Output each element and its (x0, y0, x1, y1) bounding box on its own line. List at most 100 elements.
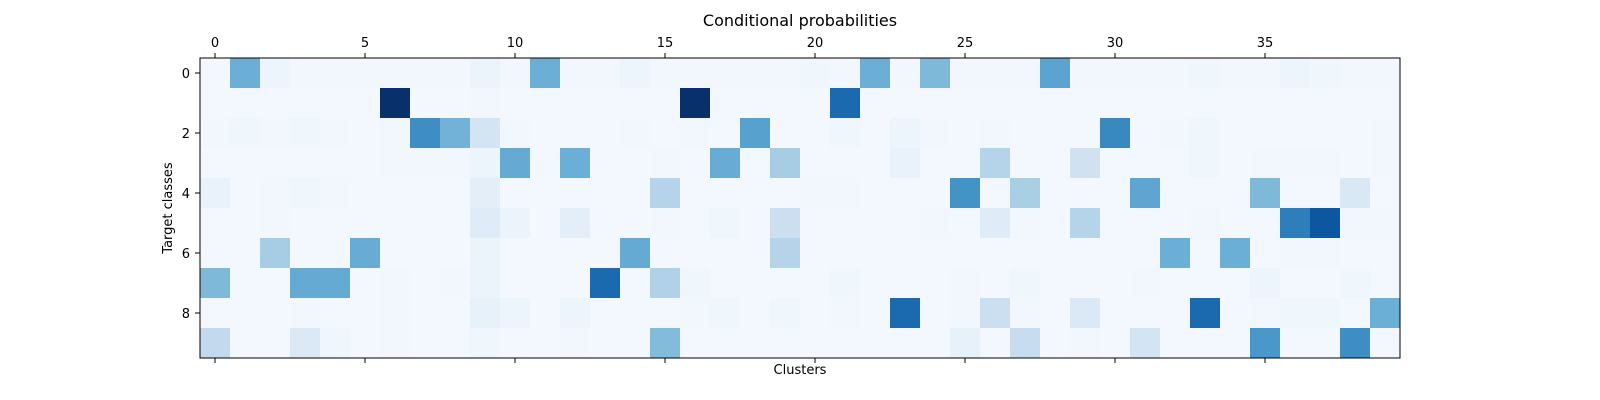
heatmap-cell (530, 148, 561, 179)
x-tick-label: 10 (507, 36, 524, 51)
heatmap-cell (620, 268, 651, 299)
heatmap-cell (470, 268, 501, 299)
heatmap-cell (350, 148, 381, 179)
heatmap-cell (320, 208, 351, 239)
heatmap-cell (590, 238, 621, 269)
heatmap-cell (350, 268, 381, 299)
heatmap-cell (1220, 238, 1251, 269)
heatmap-cell (890, 148, 921, 179)
heatmap-cell (260, 268, 291, 299)
heatmap-cell (1160, 118, 1191, 149)
heatmap-cell (230, 238, 261, 269)
heatmap-cell (830, 148, 861, 179)
heatmap-cell (680, 178, 711, 209)
heatmap-cell (800, 268, 831, 299)
heatmap-cell (710, 178, 741, 209)
heatmap-cell (650, 148, 681, 179)
heatmap-cell (770, 208, 801, 239)
heatmap-cell (1160, 58, 1191, 89)
heatmap-cell (1370, 208, 1401, 239)
heatmap-cell (440, 178, 471, 209)
heatmap-cell (1310, 328, 1341, 359)
heatmap-cell (1160, 328, 1191, 359)
heatmap-cell (710, 208, 741, 239)
heatmap-cell (680, 238, 711, 269)
heatmap-cell (920, 118, 951, 149)
heatmap-cell (1070, 208, 1101, 239)
heatmap-cell (290, 88, 321, 119)
heatmap-cell (680, 298, 711, 329)
heatmap-cell (1370, 58, 1401, 89)
heatmap-cell (1220, 58, 1251, 89)
heatmap-cell (320, 58, 351, 89)
heatmap-cell (380, 118, 411, 149)
heatmap-cell (1010, 208, 1041, 239)
heatmap-cell (1130, 178, 1161, 209)
heatmap-cell (410, 298, 441, 329)
heatmap-cell (290, 58, 321, 89)
heatmap-cell (1010, 148, 1041, 179)
heatmap-cell (1160, 238, 1191, 269)
heatmap-cell (920, 88, 951, 119)
heatmap-cell (1370, 238, 1401, 269)
heatmap-cell (740, 178, 771, 209)
heatmap-cell (1340, 88, 1371, 119)
heatmap-cell (440, 148, 471, 179)
heatmap-cell (380, 208, 411, 239)
heatmap-cell (1010, 88, 1041, 119)
heatmap-cell (1070, 238, 1101, 269)
heatmap-cell (980, 298, 1011, 329)
heatmap-cell (740, 58, 771, 89)
heatmap-cell (350, 118, 381, 149)
heatmap-cell (1310, 148, 1341, 179)
heatmap-cell (1190, 268, 1221, 299)
heatmap-cell (1010, 178, 1041, 209)
heatmap-cell (470, 208, 501, 239)
heatmap-cell (1310, 238, 1341, 269)
heatmap-cell (1160, 298, 1191, 329)
heatmap-cell (260, 238, 291, 269)
heatmap-cell (1370, 88, 1401, 119)
heatmap-cell (1370, 328, 1401, 359)
heatmap-cell (770, 238, 801, 269)
chart-title: Conditional probabilities (703, 11, 897, 30)
heatmap-cell (950, 148, 981, 179)
heatmap-cell (260, 208, 291, 239)
heatmap-cell (710, 148, 741, 179)
heatmap-cell (890, 208, 921, 239)
heatmap-cell (1100, 298, 1131, 329)
heatmap-cell (770, 178, 801, 209)
heatmap-cell (500, 238, 531, 269)
heatmap-cell (560, 268, 591, 299)
heatmap-cell (1070, 88, 1101, 119)
heatmap-cell (1130, 298, 1161, 329)
y-axis-title: Target classes (161, 162, 176, 255)
heatmap-cell (980, 118, 1011, 149)
y-tick-label: 2 (182, 127, 190, 142)
heatmap-cell (1190, 58, 1221, 89)
heatmap-cell (950, 268, 981, 299)
heatmap-cell (1130, 238, 1161, 269)
heatmap-cell (230, 328, 261, 359)
heatmap-cell (1250, 88, 1281, 119)
heatmap-cell (410, 268, 441, 299)
heatmap-cell (920, 268, 951, 299)
heatmap-cell (290, 328, 321, 359)
heatmap-cell (620, 328, 651, 359)
heatmap-cell (890, 238, 921, 269)
heatmap-cell (260, 88, 291, 119)
heatmap-cell (1190, 328, 1221, 359)
heatmap-cell (650, 88, 681, 119)
x-tick-label: 15 (657, 36, 674, 51)
heatmap-cell (620, 238, 651, 269)
heatmap-cell (560, 298, 591, 329)
heatmap-cell (500, 328, 531, 359)
heatmap-cell (230, 268, 261, 299)
heatmap-cell (920, 178, 951, 209)
heatmap-cell (1250, 58, 1281, 89)
heatmap-cell (1100, 148, 1131, 179)
heatmap-cell (530, 88, 561, 119)
heatmap-cell (890, 328, 921, 359)
heatmap-cell (1310, 118, 1341, 149)
heatmap-cell (860, 238, 891, 269)
